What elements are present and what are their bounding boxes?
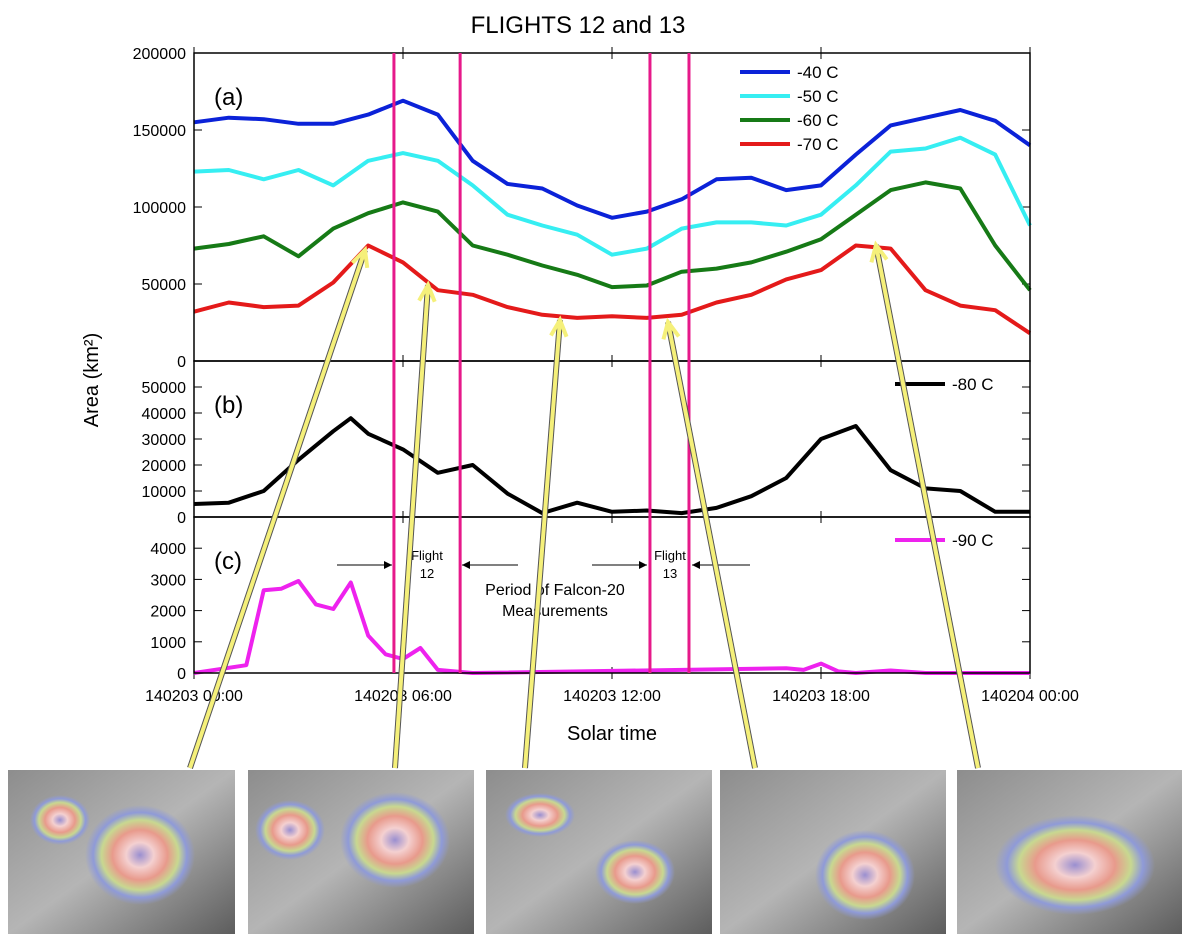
series-line xyxy=(193,180,1032,292)
y-tick-label: 0 xyxy=(177,354,186,371)
pointer xyxy=(874,244,980,769)
y-tick-label: 3000 xyxy=(150,572,186,589)
legend-label: -60 C xyxy=(797,111,839,130)
x-tick-label: 140203 06:00 xyxy=(354,688,452,705)
storm-blob xyxy=(595,840,675,904)
legend-label: -40 C xyxy=(797,63,839,82)
legend-label: -50 C xyxy=(797,87,839,106)
x-tick-label: 140203 12:00 xyxy=(563,688,661,705)
y-tick-label: 0 xyxy=(177,510,186,527)
pointer xyxy=(188,249,367,769)
panel-frame xyxy=(193,516,1031,674)
storm-blob xyxy=(340,792,450,888)
storm-blob xyxy=(30,795,90,845)
pointer-head xyxy=(869,240,889,263)
series-line xyxy=(193,243,1032,335)
series-line xyxy=(193,579,1030,675)
annotation: Measurements xyxy=(502,603,608,620)
period-arrowhead xyxy=(384,561,392,569)
series-line xyxy=(193,416,1030,516)
period-arrowhead xyxy=(639,561,647,569)
pointer-head xyxy=(549,315,569,338)
series-line xyxy=(193,135,1032,257)
y-tick-label: 30000 xyxy=(142,432,187,449)
period-arrowhead xyxy=(692,561,700,569)
annotation: 12 xyxy=(420,566,434,581)
pointer xyxy=(666,321,757,769)
legend-label: -90 C xyxy=(952,531,994,550)
storm-blob xyxy=(255,800,325,860)
pointer xyxy=(523,319,562,769)
panel-label: (b) xyxy=(214,392,243,419)
annotation: Flight xyxy=(411,548,443,563)
y-tick-label: 4000 xyxy=(150,541,186,558)
storm-blob xyxy=(505,793,575,837)
x-axis-label: Solar time xyxy=(567,723,657,745)
chart-title: FLIGHTS 12 and 13 xyxy=(471,12,686,39)
storm-blob xyxy=(995,815,1155,915)
satellite-image xyxy=(486,770,712,934)
panel-label: (c) xyxy=(214,548,242,575)
image-pointers xyxy=(187,240,981,769)
y-tick-label: 200000 xyxy=(133,46,186,63)
annotation: Period of Falcon-20 xyxy=(485,582,625,599)
y-tick-label: 50000 xyxy=(142,380,187,397)
pointer-head xyxy=(661,317,681,340)
y-tick-label: 150000 xyxy=(133,123,186,140)
storm-blob xyxy=(815,830,915,920)
y-tick-label: 1000 xyxy=(150,635,186,652)
pointer-head xyxy=(417,280,437,303)
y-tick-label: 0 xyxy=(177,666,186,683)
annotation: Flight xyxy=(654,548,686,563)
panel-label: (a) xyxy=(214,84,243,111)
y-tick-label: 40000 xyxy=(142,406,187,423)
x-tick-label: 140204 00:00 xyxy=(981,688,1079,705)
y-axis-label: Area (km²) xyxy=(81,333,103,427)
legend-label: -70 C xyxy=(797,135,839,154)
satellite-images xyxy=(8,770,1182,934)
y-tick-label: 20000 xyxy=(142,458,187,475)
y-tick-label: 10000 xyxy=(142,484,187,501)
legend-label: -80 C xyxy=(952,375,994,394)
y-tick-label: 50000 xyxy=(142,277,187,294)
y-tick-label: 100000 xyxy=(133,200,186,217)
period-arrowhead xyxy=(462,561,470,569)
x-tick-label: 140203 00:00 xyxy=(145,688,243,705)
y-tick-label: 2000 xyxy=(150,604,186,621)
storm-blob xyxy=(85,805,195,905)
annotation: 13 xyxy=(663,566,677,581)
pointer-head xyxy=(350,245,370,269)
series-line xyxy=(193,98,1032,220)
x-tick-label: 140203 18:00 xyxy=(772,688,870,705)
pointer xyxy=(393,284,430,769)
